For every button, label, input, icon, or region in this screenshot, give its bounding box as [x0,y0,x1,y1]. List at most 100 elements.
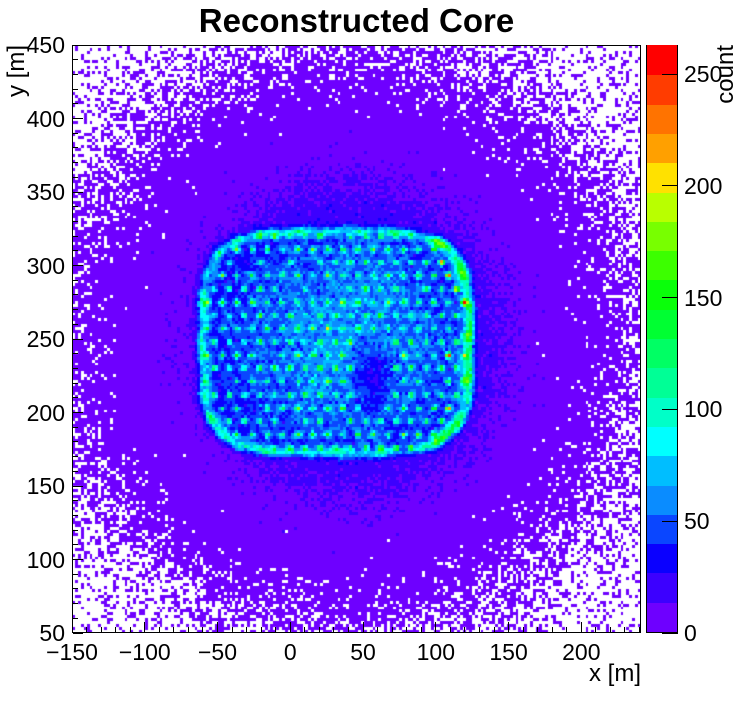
y-minor-tick [73,456,78,458]
y-tick-label: 100 [26,546,65,573]
y-minor-tick [73,279,78,281]
x-major-tick [71,622,73,632]
y-minor-tick [73,617,78,619]
y-tick-label: 250 [26,326,65,352]
colorbar-tick-label: 0 [684,620,697,646]
x-minor-tick [86,627,88,632]
x-major-tick [144,622,146,632]
x-minor-tick [493,627,495,632]
y-minor-tick [73,603,78,605]
colorbar-block [647,426,677,457]
colorbar-block [647,279,677,310]
x-minor-tick [391,627,393,632]
y-minor-tick [73,426,78,428]
colorbar-block [647,309,677,339]
y-minor-tick [73,573,78,575]
x-minor-tick [115,627,117,632]
colorbar-tick-label: 200 [684,172,723,199]
colorbar-tick [662,520,678,522]
colorbar-block [647,484,677,515]
colorbar-block [647,367,677,398]
x-tick-label: −50 [198,639,238,665]
x-minor-tick [406,627,408,632]
colorbar-tick [662,297,678,299]
x-minor-tick [129,627,131,632]
z-axis-title: count [712,45,739,104]
x-minor-tick [566,627,568,632]
colorbar-tick [662,73,678,75]
x-minor-tick [449,627,451,632]
colorbar-tick [662,632,678,634]
y-minor-tick [73,73,78,75]
colorbar-block [647,455,677,486]
y-major-tick [73,338,83,340]
x-major-tick [435,622,437,632]
y-tick-label: 350 [26,179,65,205]
x-tick-label: 150 [489,639,528,665]
x-minor-tick [478,627,480,632]
x-minor-tick [275,627,277,632]
colorbar-block [647,45,677,76]
y-tick-label: 300 [26,252,65,279]
colorbar-block [647,397,677,427]
x-minor-tick [246,627,248,632]
colorbar-tick-label: 50 [684,508,710,535]
y-minor-tick [73,103,78,105]
x-minor-tick [624,627,626,632]
colorbar-block [647,572,677,603]
colorbar-block [647,191,677,222]
colorbar-block [647,221,677,252]
x-minor-tick [202,627,204,632]
y-minor-tick [73,470,78,472]
y-minor-tick [73,529,78,531]
y-minor-tick [73,206,78,208]
colorbar-block [647,338,677,369]
y-minor-tick [73,59,78,61]
colorbar-block [647,602,677,632]
y-minor-tick [73,367,78,369]
x-tick-label: −100 [118,639,171,665]
x-major-tick [580,622,582,632]
x-minor-tick [158,627,160,632]
y-minor-tick [73,441,78,443]
colorbar-block [647,74,677,105]
x-minor-tick [304,627,306,632]
x-minor-tick [464,627,466,632]
colorbar-block [647,162,677,193]
x-major-tick [508,622,510,632]
x-minor-tick [333,627,335,632]
y-minor-tick [73,544,78,546]
y-minor-tick [73,309,78,311]
x-major-tick [362,622,364,632]
colorbar-block [647,514,677,545]
x-tick-label: 200 [562,639,601,665]
x-minor-tick [420,627,422,632]
x-minor-tick [187,627,189,632]
y-minor-tick [73,500,78,502]
y-minor-tick [73,250,78,252]
y-tick-label: 150 [26,473,65,499]
x-tick-label: 0 [283,639,297,665]
colorbar-tick [662,185,678,187]
y-tick-label: 50 [39,620,65,646]
x-major-tick [289,622,291,632]
x-minor-tick [318,627,320,632]
y-minor-tick [73,382,78,384]
y-axis-title: y [m] [3,45,30,97]
y-major-tick [73,559,83,560]
chart-title: Reconstructed Core [198,2,515,39]
y-minor-tick [73,588,78,590]
x-major-tick [217,622,219,632]
x-minor-tick [522,627,524,632]
y-major-tick [73,412,83,413]
y-minor-tick [73,162,78,164]
x-minor-tick [595,627,597,632]
x-minor-tick [551,627,553,632]
x-minor-tick [100,627,102,632]
heatmap-canvas [72,45,641,633]
x-minor-tick [260,627,262,632]
y-minor-tick [73,235,78,237]
y-minor-tick [73,220,78,222]
y-minor-tick [73,514,78,516]
